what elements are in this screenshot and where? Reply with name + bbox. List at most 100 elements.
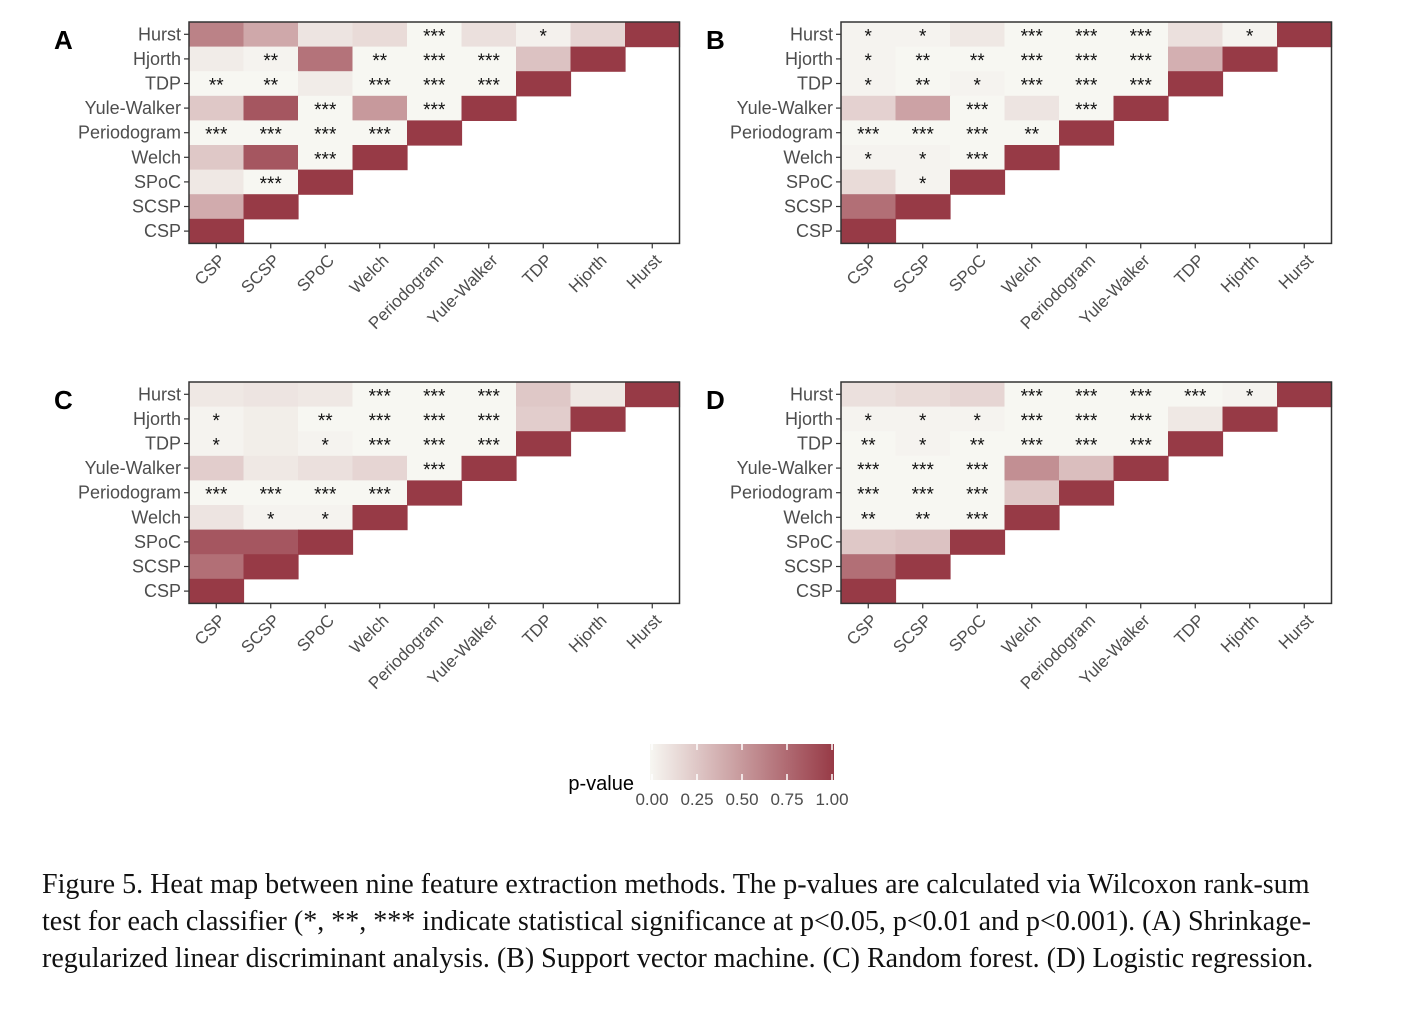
heatmap-cell [895, 382, 951, 408]
legend-tick-label: 0.75 [770, 790, 803, 809]
heatmap-cell [950, 406, 1006, 432]
heatmap-cell [1059, 480, 1115, 506]
x-tick-label: SPoC [945, 611, 990, 656]
significance-mark: *** [478, 436, 501, 457]
y-tick-label: SCSP [132, 557, 181, 577]
heatmap-panel-c: C *** *** **** ** *** *** **** * *** *** ********* *… [54, 381, 681, 693]
heatmap-cell [516, 431, 572, 457]
heatmap-panel-a: A *** *** ** *** ***** ** *** *** ****** ****** ***… [54, 21, 681, 333]
significance-mark: *** [205, 485, 228, 506]
y-tick-label: Hjorth [133, 49, 181, 69]
y-tick-label: Periodogram [78, 123, 181, 143]
heatmap-cell [243, 554, 299, 580]
significance-mark: * [919, 436, 927, 457]
heatmap-cell [950, 505, 1006, 531]
panel-label: D [706, 385, 725, 415]
heatmap-cell [950, 382, 1006, 408]
legend-tick-label: 0.00 [635, 790, 668, 809]
heatmap-cell [243, 95, 299, 121]
heatmap-cell [570, 22, 626, 48]
significance-mark: *** [1021, 76, 1044, 97]
heatmap-cell [461, 431, 517, 457]
heatmap-cell [841, 382, 897, 408]
heatmap-cell [407, 480, 463, 506]
heatmap-cell [189, 120, 245, 146]
heatmap-cell [895, 406, 951, 432]
heatmap-cell [516, 382, 572, 408]
y-tick-label: Welch [131, 147, 181, 167]
heatmap-cell [1168, 46, 1224, 72]
significance-mark: *** [314, 485, 337, 506]
heatmap-cell [895, 46, 951, 72]
heatmap-cell [841, 22, 897, 48]
heatmap-cell [1004, 406, 1060, 432]
y-tick-label: SCSP [784, 197, 833, 217]
significance-mark: * [919, 174, 927, 195]
significance-mark: *** [369, 125, 392, 146]
heatmap-cell [1059, 22, 1115, 48]
heatmap-cell [298, 529, 354, 555]
significance-mark: *** [1130, 26, 1153, 47]
heatmap-cell [407, 46, 463, 72]
heatmap-panel-d: D *** *** *** *** ** * * *** *** ***** * ** *** *** ***… [706, 381, 1333, 693]
significance-mark: ** [263, 51, 278, 72]
heatmap-cell [1004, 120, 1060, 146]
x-tick-label: TDP [1171, 251, 1208, 288]
heatmap-cell [1168, 406, 1224, 432]
x-tick-label: Hjorth [1217, 251, 1263, 297]
heatmap-cell [841, 578, 897, 604]
heatmap-cell [1059, 120, 1115, 146]
legend-title: p-value [568, 773, 634, 795]
significance-mark: *** [1130, 411, 1153, 432]
heatmap-cell [1168, 71, 1224, 97]
heatmap-cell [1113, 406, 1169, 432]
heatmap-cell [1004, 431, 1060, 457]
significance-mark: *** [369, 76, 392, 97]
significance-mark: *** [478, 76, 501, 97]
heatmap-cell [625, 382, 681, 408]
heatmap-figure: A *** *** ** *** ***** ** *** *** ****** ****** ***… [54, 21, 1333, 809]
significance-mark: ** [970, 436, 985, 457]
significance-mark: *** [912, 485, 935, 506]
significance-mark: *** [966, 149, 989, 170]
significance-mark: * [267, 509, 275, 530]
heatmap-cell [1059, 382, 1115, 408]
significance-mark: * [919, 26, 927, 47]
significance-mark: *** [966, 100, 989, 121]
heatmap-cell [516, 71, 572, 97]
y-tick-label: Hurst [790, 24, 833, 44]
heatmap-cell [243, 46, 299, 72]
legend-tick-label: 0.25 [680, 790, 713, 809]
y-tick-label: SCSP [784, 557, 833, 577]
heatmap-cell [1113, 71, 1169, 97]
heatmap-cell [950, 145, 1006, 171]
x-tick-label: Hurst [1275, 251, 1317, 293]
heatmap-cell [298, 46, 354, 72]
heatmap-cell [841, 455, 897, 481]
heatmap-cell [1277, 22, 1333, 48]
significance-mark: *** [1184, 386, 1207, 407]
significance-mark: *** [423, 411, 446, 432]
significance-mark: *** [1130, 386, 1153, 407]
significance-mark: *** [912, 125, 935, 146]
heatmap-cell [189, 554, 245, 580]
heatmap-cell [352, 480, 408, 506]
heatmap-cell [243, 194, 299, 220]
heatmap-cell [1113, 46, 1169, 72]
x-tick-label: Hjorth [565, 251, 611, 297]
significance-mark: *** [857, 460, 880, 481]
heatmap-cell [1004, 22, 1060, 48]
significance-mark: *** [857, 125, 880, 146]
y-tick-label: TDP [797, 434, 833, 454]
significance-mark: * [213, 411, 221, 432]
heatmap-cell [298, 120, 354, 146]
x-tick-label: Welch [998, 611, 1045, 658]
heatmap-cell [950, 455, 1006, 481]
y-tick-label: Hurst [790, 384, 833, 404]
heatmap-cell [407, 455, 463, 481]
heatmap-cell [895, 194, 951, 220]
heatmap-cell [1222, 22, 1278, 48]
significance-mark: *** [1075, 76, 1098, 97]
heatmap-cell [407, 431, 463, 457]
heatmap-cell [189, 194, 245, 220]
